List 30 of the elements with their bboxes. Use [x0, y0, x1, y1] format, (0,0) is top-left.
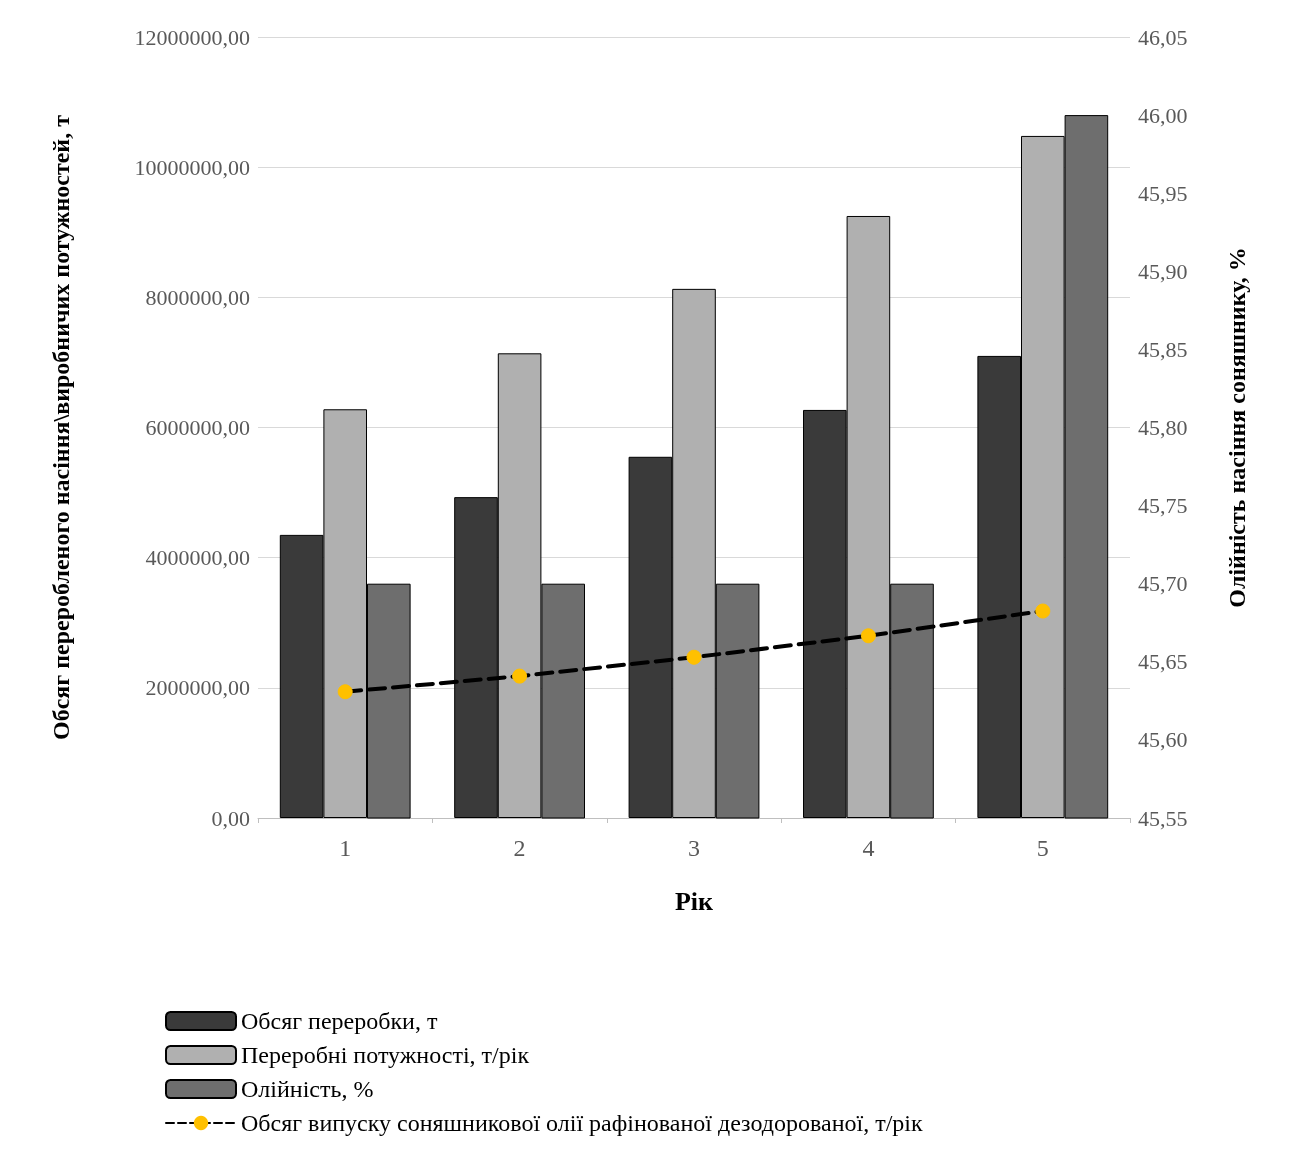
x-tick-label: 2: [513, 835, 526, 861]
y-tick-label: 12000000,00: [134, 24, 250, 50]
y2-tick-label: 45,65: [1138, 649, 1188, 675]
y-tick-label: 10000000,00: [134, 154, 250, 180]
legend-label: Переробні потужності, т/рік: [241, 1042, 530, 1068]
x-tick-label: 1: [339, 835, 352, 861]
x-tick-label: 4: [862, 835, 875, 861]
y2-tick-label: 45,95: [1138, 180, 1188, 206]
y-tick-label: 6000000,00: [145, 415, 250, 440]
x-tick-label: 5: [1036, 835, 1049, 861]
y2-tick-label: 46,00: [1138, 102, 1188, 128]
y-tick-label: 4000000,00: [145, 545, 250, 571]
y2-tick-label: 45,70: [1138, 571, 1188, 597]
legend-label: Обсяг переробки, т: [241, 1008, 438, 1034]
x-tick-label: 3: [688, 835, 700, 861]
legend-label: Обсяг випуску соняшникової олії рафінованої дезодорованої, т/рік: [241, 1110, 923, 1136]
y-tick-label: 8000000,00: [145, 284, 250, 310]
y2-tick-label: 45,80: [1138, 415, 1188, 440]
y2-tick-label: 45,90: [1138, 258, 1188, 284]
y2-tick-label: 46,05: [1138, 24, 1188, 50]
y-tick-label: 2000000,00: [145, 675, 250, 701]
y-tick-label: 0,00: [211, 805, 250, 831]
y2-tick-label: 45,55: [1138, 805, 1188, 831]
y2-tick-label: 45,75: [1138, 493, 1188, 519]
y-axis-title: Обсяг переробленого насіння\виробничих потужностей, т: [48, 114, 74, 740]
x-axis-title: Рік: [674, 886, 714, 916]
y2-tick-label: 45,85: [1138, 336, 1188, 362]
y2-tick-label: 45,60: [1138, 727, 1188, 753]
y2-axis-title: Олійність насіння соняшнику, %: [1224, 247, 1250, 608]
legend-label: Олійність, %: [241, 1076, 374, 1102]
